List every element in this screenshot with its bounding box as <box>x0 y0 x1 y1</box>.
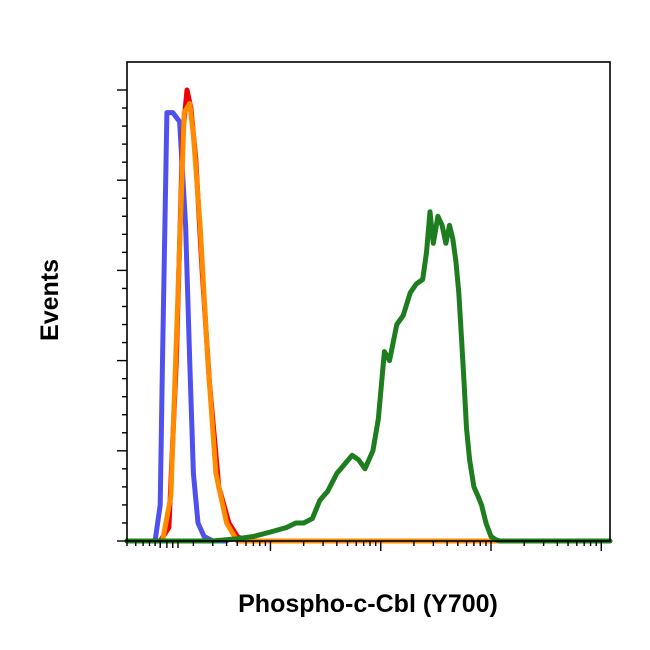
x-axis-label: Phospho-c-Cbl (Y700) <box>238 590 498 618</box>
histogram-series-3 <box>124 101 613 544</box>
plot-frame <box>126 61 611 542</box>
series-layer <box>124 87 613 544</box>
histogram-series-4 <box>124 209 613 544</box>
y-axis-label: Events <box>36 259 64 341</box>
ticks-layer <box>117 89 602 551</box>
